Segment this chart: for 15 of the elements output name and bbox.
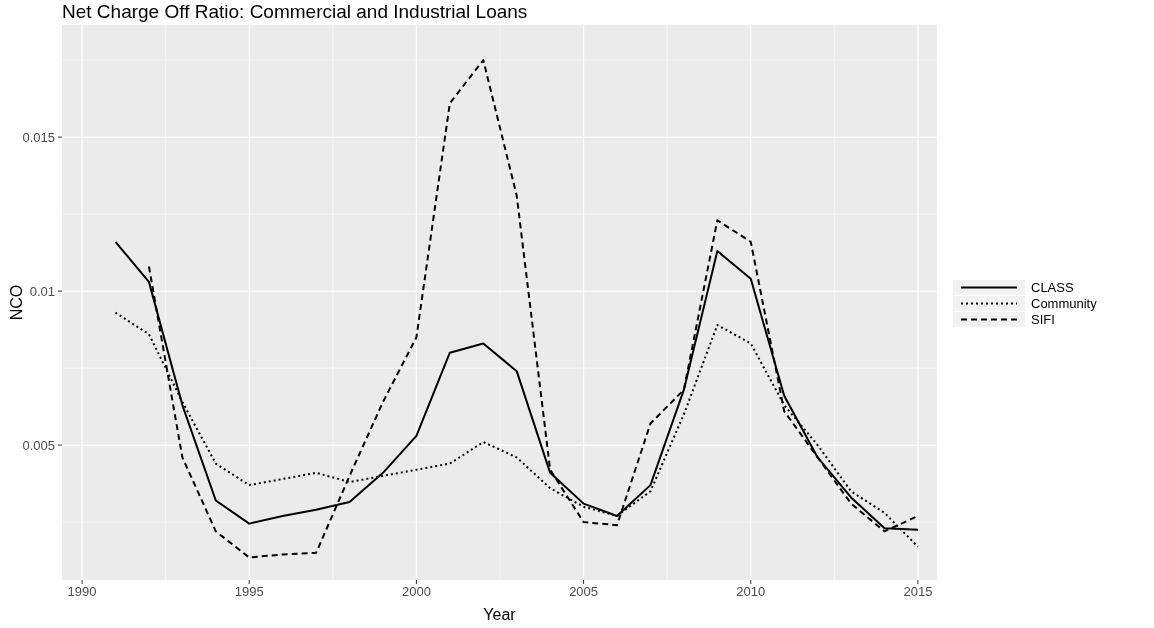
y-axis-title: NCO <box>8 284 25 321</box>
x-tick-label: 2010 <box>736 584 766 599</box>
chart-title: Net Charge Off Ratio: Commercial and Industrial Loans <box>62 1 528 22</box>
legend-label: Community <box>1031 296 1098 312</box>
x-tick-label: 2015 <box>903 584 933 599</box>
x-tick-label: 1990 <box>67 584 97 599</box>
x-tick-label: 1995 <box>234 584 264 599</box>
legend-label: CLASS <box>1031 280 1074 296</box>
y-tick-label: 0.015 <box>22 129 55 145</box>
x-tick-label: 2000 <box>401 584 431 599</box>
y-tick-label: 0.01 <box>29 283 55 299</box>
x-axis-title: Year <box>483 606 517 623</box>
y-tick-label: 0.005 <box>22 437 55 453</box>
legend-label: SIFI <box>1031 312 1055 328</box>
x-tick-label: 2005 <box>569 584 599 599</box>
